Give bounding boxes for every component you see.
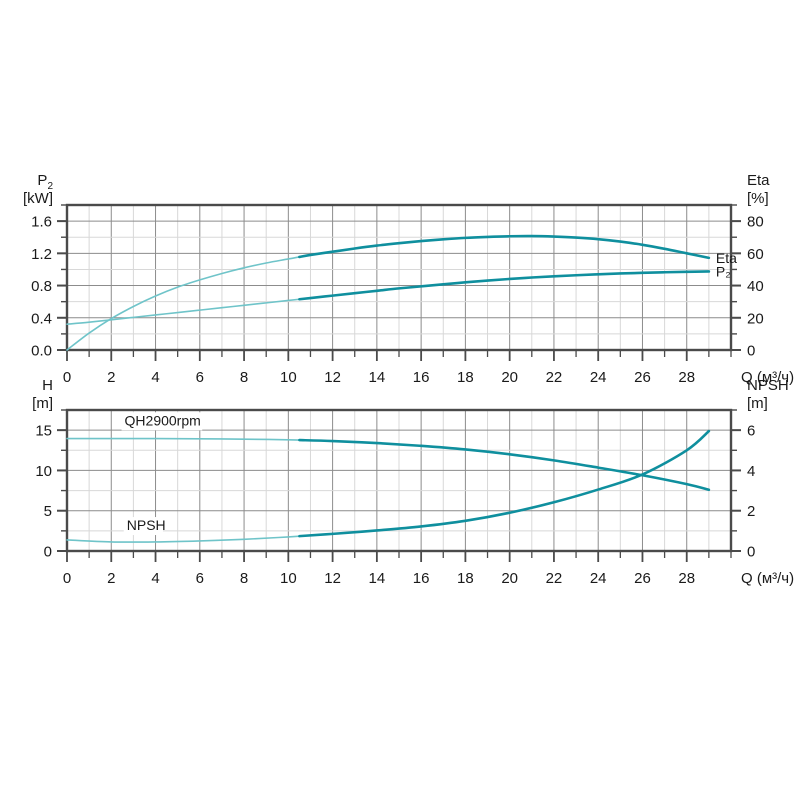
xtick-label: 4: [151, 369, 159, 386]
ytick-label-right: 20: [747, 310, 764, 327]
xtick-label: 14: [369, 570, 386, 587]
ytick-label-left: 0: [44, 544, 52, 561]
xtick-label: 24: [590, 369, 607, 386]
ytick-label-right: 0: [747, 343, 755, 360]
xtick-label: 20: [501, 369, 518, 386]
xtick-label: 20: [501, 570, 518, 587]
xtick-label: 2: [107, 570, 115, 587]
x-axis-title: Q (м³/ч): [741, 369, 794, 386]
ytick-label-right: 40: [747, 278, 764, 295]
ytick-label-left: 0.4: [31, 310, 52, 327]
right-axis-title: NPSH: [747, 377, 789, 394]
xtick-label: 18: [457, 570, 474, 587]
xtick-label: 22: [546, 369, 563, 386]
xtick-label: 10: [280, 369, 297, 386]
left-axis-unit: [m]: [32, 395, 53, 412]
ytick-label-right: 4: [747, 463, 755, 480]
ytick-label-right: 60: [747, 246, 764, 263]
ytick-label-left: 15: [35, 423, 52, 440]
ytick-label-left: 1.2: [31, 246, 52, 263]
xtick-label: 10: [280, 570, 297, 587]
xtick-label: 16: [413, 369, 430, 386]
right-axis-unit: [%]: [747, 190, 769, 207]
xtick-label: 0: [63, 369, 71, 386]
xtick-label: 26: [634, 369, 651, 386]
right-axis-unit: [m]: [747, 395, 768, 412]
curve-Eta: [298, 234, 711, 260]
xtick-label: 22: [546, 570, 563, 587]
curve-label-Eta: Eta: [716, 250, 737, 266]
ytick-label-right: 2: [747, 503, 755, 520]
ytick-label-left: 10: [35, 463, 52, 480]
xtick-label: 12: [324, 369, 341, 386]
xtick-label: 4: [151, 570, 159, 587]
xtick-label: 28: [678, 570, 695, 587]
left-axis-title: H: [42, 377, 53, 394]
left-axis-unit: [kW]: [23, 190, 53, 207]
annotation-NPSH: NPSH: [127, 517, 166, 533]
x-axis-title: Q (м³/ч): [741, 570, 794, 587]
xtick-label: 16: [413, 570, 430, 587]
xtick-label: 0: [63, 570, 71, 587]
xtick-label: 14: [369, 369, 386, 386]
xtick-label: 6: [196, 570, 204, 587]
curve-QH2900rpm: [298, 438, 711, 492]
annotation-bg: [121, 412, 203, 431]
annotation-bg: [123, 517, 163, 536]
ytick-label-right: 80: [747, 214, 764, 231]
xtick-label: 6: [196, 369, 204, 386]
curve-label-P2: P₂: [716, 263, 731, 279]
ytick-label-left: 5: [44, 503, 52, 520]
xtick-label: 28: [678, 369, 695, 386]
xtick-label: 2: [107, 369, 115, 386]
annotation-QH2900rpm: QH2900rpm: [125, 412, 201, 428]
ytick-label-left: 1.6: [31, 214, 52, 231]
xtick-label: 8: [240, 369, 248, 386]
xtick-label: 8: [240, 570, 248, 587]
ytick-label-left: 0.8: [31, 278, 52, 295]
curve-P2: [298, 270, 711, 301]
ytick-label-right: 0: [747, 544, 755, 561]
xtick-label: 26: [634, 570, 651, 587]
xtick-label: 24: [590, 570, 607, 587]
curve-NPSH: [298, 429, 711, 538]
right-axis-title: Eta: [747, 172, 770, 189]
ytick-label-right: 6: [747, 423, 755, 440]
ytick-label-left: 0.0: [31, 343, 52, 360]
xtick-label: 18: [457, 369, 474, 386]
xtick-label: 12: [324, 570, 341, 587]
